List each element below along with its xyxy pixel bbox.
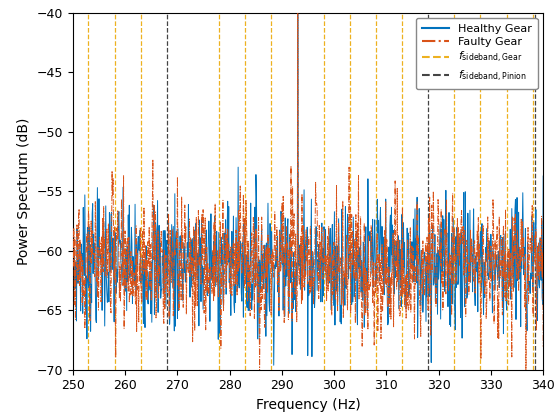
- Y-axis label: Power Spectrum (dB): Power Spectrum (dB): [17, 118, 31, 265]
- Legend: Healthy Gear, Faulty Gear, $f_\mathrm{sideband,Gear}$, $f_\mathrm{sideband,Pinio: Healthy Gear, Faulty Gear, $f_\mathrm{si…: [416, 18, 538, 89]
- X-axis label: Frequency (Hz): Frequency (Hz): [255, 398, 361, 412]
